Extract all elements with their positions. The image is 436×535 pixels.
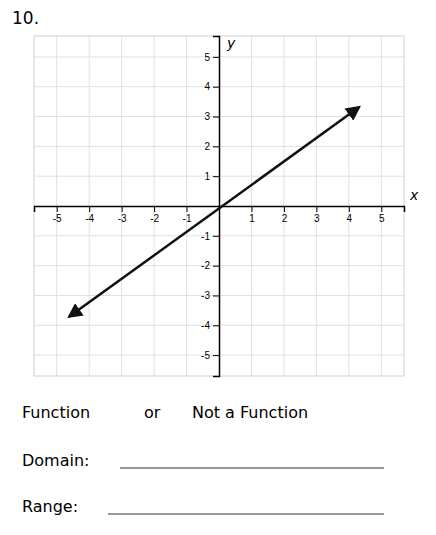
x-tick: 1 bbox=[249, 206, 255, 224]
y-tick: 2 bbox=[204, 141, 219, 152]
title: 10. bbox=[12, 8, 39, 28]
y-tick: -3 bbox=[201, 290, 219, 301]
x-tick-mark bbox=[89, 206, 90, 212]
x-tick-mark bbox=[122, 206, 123, 212]
plot-frame bbox=[34, 36, 404, 376]
grid bbox=[34, 36, 404, 376]
annotation: Not a Function bbox=[192, 403, 308, 422]
y-tick: 4 bbox=[204, 81, 219, 92]
x-tick: 2 bbox=[282, 206, 288, 224]
annotations: Function or Not a Function Domain: Range: bbox=[22, 403, 384, 516]
x-tick-label: 5 bbox=[379, 213, 385, 224]
y-tick-label: 4 bbox=[204, 81, 210, 92]
x-axis-label: x bbox=[409, 187, 419, 203]
y-tick-label: 5 bbox=[204, 52, 210, 63]
x-tick-label: -1 bbox=[183, 213, 192, 224]
y-tick: 5 bbox=[204, 52, 219, 63]
y-tick-mark bbox=[213, 325, 219, 326]
y-axis-line bbox=[213, 37, 220, 377]
y-tick: -5 bbox=[201, 350, 219, 361]
x-tick-label: -2 bbox=[150, 213, 159, 224]
y-tick-label: -2 bbox=[201, 260, 210, 271]
y-tick-label: 2 bbox=[204, 141, 210, 152]
x-tick: -1 bbox=[183, 206, 192, 224]
y-tick-label: -4 bbox=[201, 320, 210, 331]
marks bbox=[70, 108, 359, 317]
chart: 10. -5 -4 -3 -2 -1 1 2 3 4 5 -5 -4 -3 -2 -1 1 2 3 4 5 x y Funct… bbox=[0, 0, 436, 535]
annotation: or bbox=[144, 403, 161, 422]
y-tick-label: -3 bbox=[201, 290, 210, 301]
x-tick-mark bbox=[187, 206, 188, 212]
x-tick-label: 2 bbox=[282, 213, 288, 224]
y-tick-label: 3 bbox=[204, 111, 210, 122]
x-tick-mark bbox=[154, 206, 155, 212]
y-tick: -1 bbox=[201, 231, 219, 242]
x-tick-mark bbox=[381, 206, 382, 212]
y-axis: -5 -4 -3 -2 -1 1 2 3 4 5 bbox=[201, 37, 219, 377]
y-tick: 1 bbox=[204, 171, 219, 182]
x-tick-label: -4 bbox=[85, 213, 94, 224]
answer-line bbox=[108, 514, 384, 515]
y-tick-mark bbox=[213, 146, 219, 147]
y-tick: -4 bbox=[201, 320, 219, 331]
x-tick-mark bbox=[251, 206, 252, 212]
x-tick-mark bbox=[57, 206, 58, 212]
x-tick-label: 1 bbox=[249, 213, 255, 224]
y-tick-mark bbox=[213, 87, 219, 88]
y-tick-mark bbox=[213, 57, 219, 58]
x-tick: -3 bbox=[118, 206, 127, 224]
x-tick-mark bbox=[284, 206, 285, 212]
x-tick-mark bbox=[349, 206, 350, 212]
y-tick: 3 bbox=[204, 111, 219, 122]
x-tick-label: -3 bbox=[118, 213, 127, 224]
annotation: Range: bbox=[22, 497, 78, 516]
y-tick-mark bbox=[213, 236, 219, 237]
x-tick: -5 bbox=[53, 206, 62, 224]
x-tick-mark bbox=[316, 206, 317, 212]
y-tick-mark bbox=[213, 117, 219, 118]
annotation: Domain: bbox=[22, 451, 89, 470]
y-tick-mark bbox=[213, 355, 219, 356]
annotation: Function bbox=[22, 403, 90, 422]
y-tick-mark bbox=[213, 266, 219, 267]
y-tick: -2 bbox=[201, 260, 219, 271]
x-tick-label: 3 bbox=[314, 213, 320, 224]
x-tick: 4 bbox=[347, 206, 353, 224]
x-tick: 3 bbox=[314, 206, 320, 224]
y-tick-mark bbox=[213, 295, 219, 296]
y-tick-label: -1 bbox=[201, 231, 210, 242]
y-tick-label: -5 bbox=[201, 350, 210, 361]
x-tick: -4 bbox=[85, 206, 94, 224]
x-tick-label: -5 bbox=[53, 213, 62, 224]
y-tick-mark bbox=[213, 176, 219, 177]
answer-line bbox=[120, 468, 384, 469]
x-tick-label: 4 bbox=[347, 213, 353, 224]
line bbox=[70, 108, 359, 317]
x-tick: 5 bbox=[379, 206, 385, 224]
y-tick-label: 1 bbox=[204, 171, 210, 182]
y-axis-label: y bbox=[226, 35, 236, 51]
x-tick: -2 bbox=[150, 206, 159, 224]
